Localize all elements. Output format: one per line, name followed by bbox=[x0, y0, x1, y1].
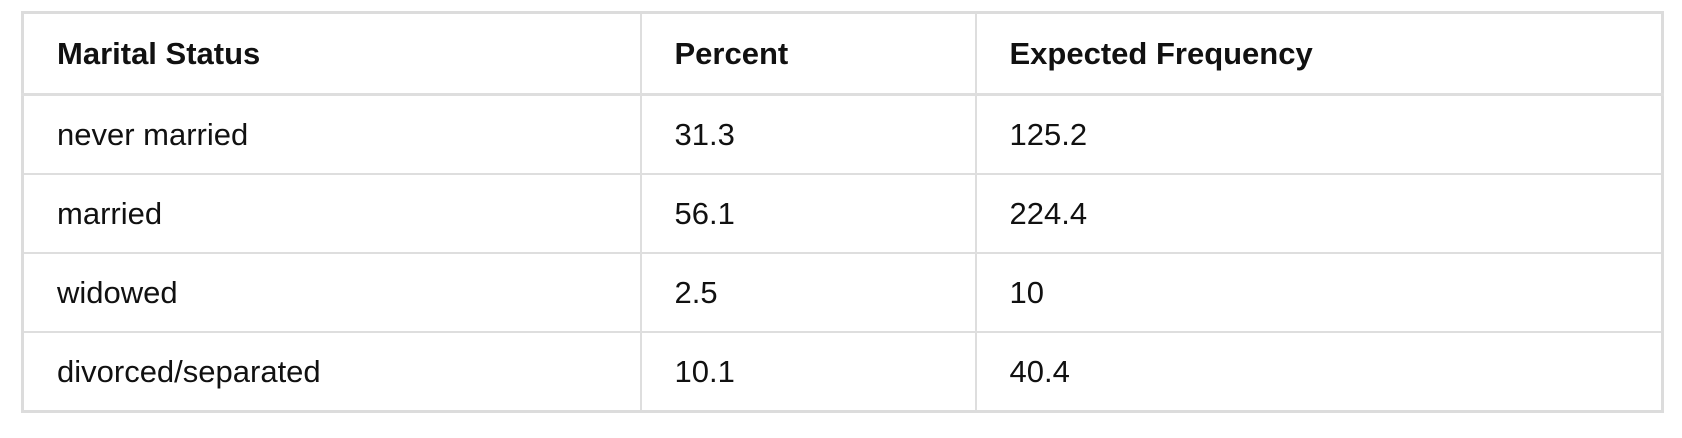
cell-marital-status: widowed bbox=[21, 252, 642, 333]
table-row: never married 31.3 125.2 bbox=[21, 93, 1664, 175]
table-body: never married 31.3 125.2 married 56.1 22… bbox=[21, 93, 1664, 413]
marital-status-table: Marital Status Percent Expected Frequenc… bbox=[21, 11, 1664, 413]
cell-percent: 56.1 bbox=[639, 173, 977, 254]
header-percent: Percent bbox=[639, 11, 977, 96]
header-row: Marital Status Percent Expected Frequenc… bbox=[21, 11, 1664, 96]
table-row: married 56.1 224.4 bbox=[21, 173, 1664, 254]
header-marital-status: Marital Status bbox=[21, 11, 642, 96]
table-header: Marital Status Percent Expected Frequenc… bbox=[21, 11, 1664, 96]
header-expected-frequency: Expected Frequency bbox=[974, 11, 1664, 96]
cell-marital-status: married bbox=[21, 173, 642, 254]
table-row: widowed 2.5 10 bbox=[21, 252, 1664, 333]
cell-percent: 2.5 bbox=[639, 252, 977, 333]
cell-percent: 31.3 bbox=[639, 93, 977, 175]
cell-marital-status: never married bbox=[21, 93, 642, 175]
cell-expected-frequency: 125.2 bbox=[974, 93, 1664, 175]
cell-expected-frequency: 224.4 bbox=[974, 173, 1664, 254]
cell-percent: 10.1 bbox=[639, 331, 977, 413]
cell-expected-frequency: 10 bbox=[974, 252, 1664, 333]
cell-marital-status: divorced/separated bbox=[21, 331, 642, 413]
cell-expected-frequency: 40.4 bbox=[974, 331, 1664, 413]
table-row: divorced/separated 10.1 40.4 bbox=[21, 331, 1664, 413]
